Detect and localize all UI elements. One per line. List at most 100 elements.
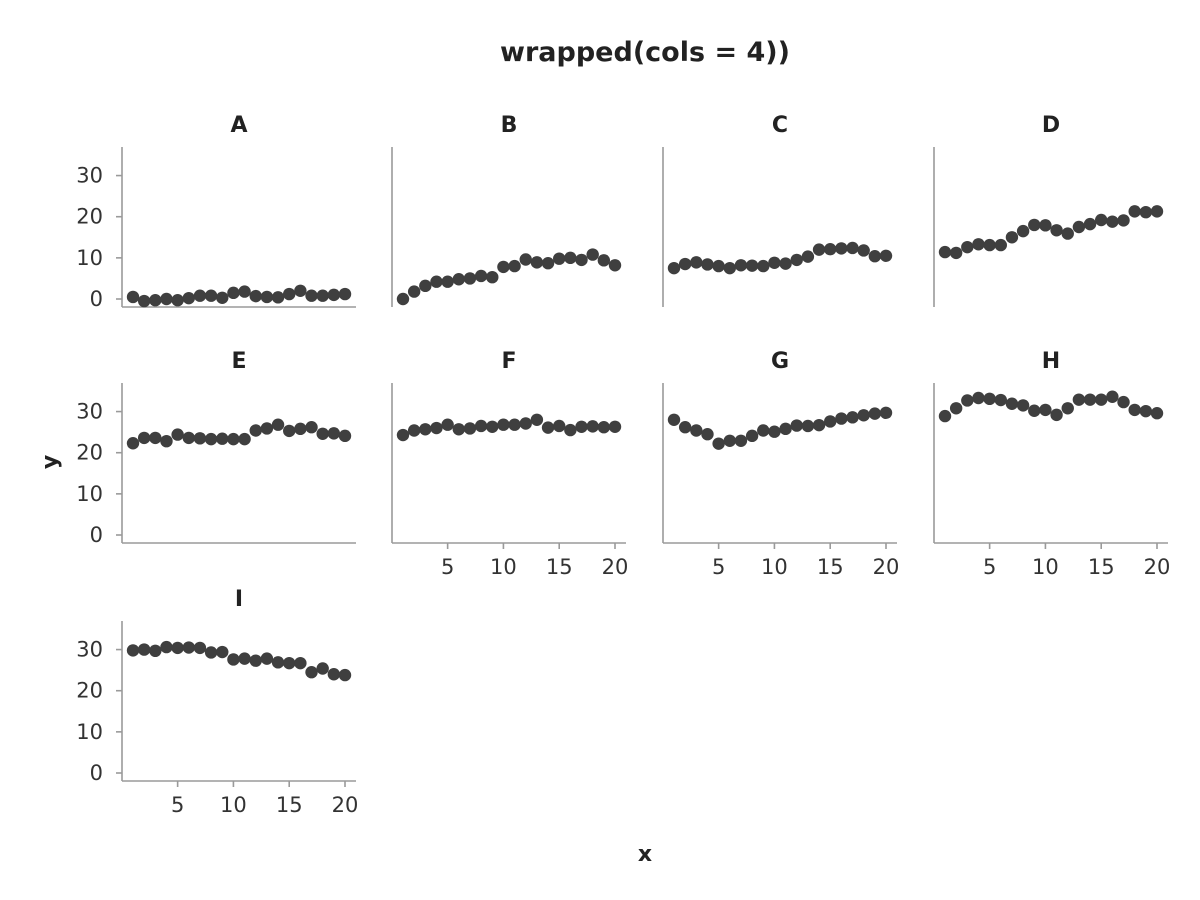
data-point [160, 434, 173, 448]
data-point [204, 432, 218, 446]
data-point [1039, 403, 1052, 417]
data-point [193, 432, 207, 445]
data-point [519, 417, 532, 430]
panel-F: F 5 10 15 20 [391, 349, 629, 579]
chart-title: wrapped(cols = 4)) [500, 37, 790, 68]
panel-title-C: C [772, 113, 788, 138]
data-point [983, 238, 996, 252]
panel-title-B: B [501, 113, 518, 138]
data-point [441, 275, 454, 288]
data-point [824, 243, 837, 256]
data-point [271, 656, 285, 669]
data-point [149, 644, 162, 658]
y-tick-label: 10 [76, 246, 103, 270]
x-tick-label: 20 [332, 793, 359, 817]
data-point [193, 289, 207, 302]
data-point [712, 437, 725, 450]
data-point [160, 640, 173, 654]
data-point [868, 250, 882, 263]
data-point [1083, 393, 1097, 406]
x-tick-label: 10 [220, 793, 247, 817]
y-tick-label: 0 [90, 287, 103, 311]
data-point [846, 411, 859, 424]
panel-E: E 0 10 20 30 [76, 349, 356, 547]
data-point [160, 292, 173, 306]
y-tick-label: 20 [76, 441, 103, 465]
panel-title-E: E [231, 349, 246, 374]
data-point [271, 418, 285, 431]
data-point [474, 269, 488, 283]
data-point [338, 287, 352, 301]
y-tick-label: 30 [76, 638, 103, 662]
data-point [690, 256, 703, 269]
data-point [126, 644, 140, 657]
panel-C: C [662, 113, 893, 307]
data-point [1139, 404, 1153, 418]
data-point [745, 259, 759, 272]
data-point [835, 242, 848, 255]
data-point [294, 422, 307, 436]
data-point [541, 257, 555, 270]
data-point [586, 420, 599, 433]
data-point [193, 641, 207, 655]
y-tick-label: 0 [90, 761, 103, 785]
data-point [1016, 224, 1030, 238]
data-point [305, 421, 318, 434]
data-point [768, 256, 781, 269]
y-tick-label: 10 [76, 482, 103, 506]
data-point [171, 641, 184, 655]
data-point [734, 259, 748, 272]
data-point [1117, 395, 1130, 409]
data-point [452, 273, 465, 286]
data-point [983, 392, 996, 406]
data-point [204, 646, 218, 659]
data-point [419, 423, 432, 436]
data-point [1150, 407, 1164, 420]
data-point [294, 656, 307, 670]
data-point [474, 419, 488, 433]
data-point [667, 413, 681, 426]
data-point [857, 244, 870, 257]
data-point [757, 424, 770, 437]
y-tick-label: 20 [76, 679, 103, 703]
data-point [757, 259, 770, 273]
data-point [204, 289, 218, 302]
x-axis-label: x [638, 842, 652, 867]
data-point [238, 285, 251, 298]
data-point [1005, 231, 1019, 244]
data-point [227, 432, 240, 446]
data-point [994, 238, 1007, 252]
panel-title-G: G [771, 349, 789, 374]
data-point [137, 431, 151, 445]
x-tick-label: 20 [602, 555, 629, 579]
data-point [1039, 219, 1052, 232]
y-tick-label: 10 [76, 720, 103, 744]
data-point [961, 394, 974, 407]
data-point [701, 258, 714, 271]
data-point [835, 412, 848, 425]
y-axis-label: y [38, 455, 63, 469]
data-point [216, 291, 229, 304]
x-tick-label: 20 [1144, 555, 1171, 579]
panel-title-A: A [230, 113, 247, 138]
data-point [171, 294, 184, 307]
data-point [879, 406, 893, 420]
data-point [1050, 408, 1063, 422]
data-point [497, 260, 510, 274]
data-point [812, 418, 826, 432]
data-point [137, 294, 151, 308]
data-point [1095, 393, 1108, 406]
data-point [407, 285, 421, 298]
data-point [238, 652, 251, 665]
data-point [430, 421, 443, 435]
data-point [790, 253, 803, 267]
data-point [1061, 402, 1074, 415]
data-point [182, 641, 195, 654]
data-point [541, 421, 555, 434]
data-point [182, 291, 195, 305]
data-point [734, 434, 748, 447]
data-point [678, 257, 692, 271]
data-point [846, 241, 859, 255]
data-point [779, 422, 792, 436]
